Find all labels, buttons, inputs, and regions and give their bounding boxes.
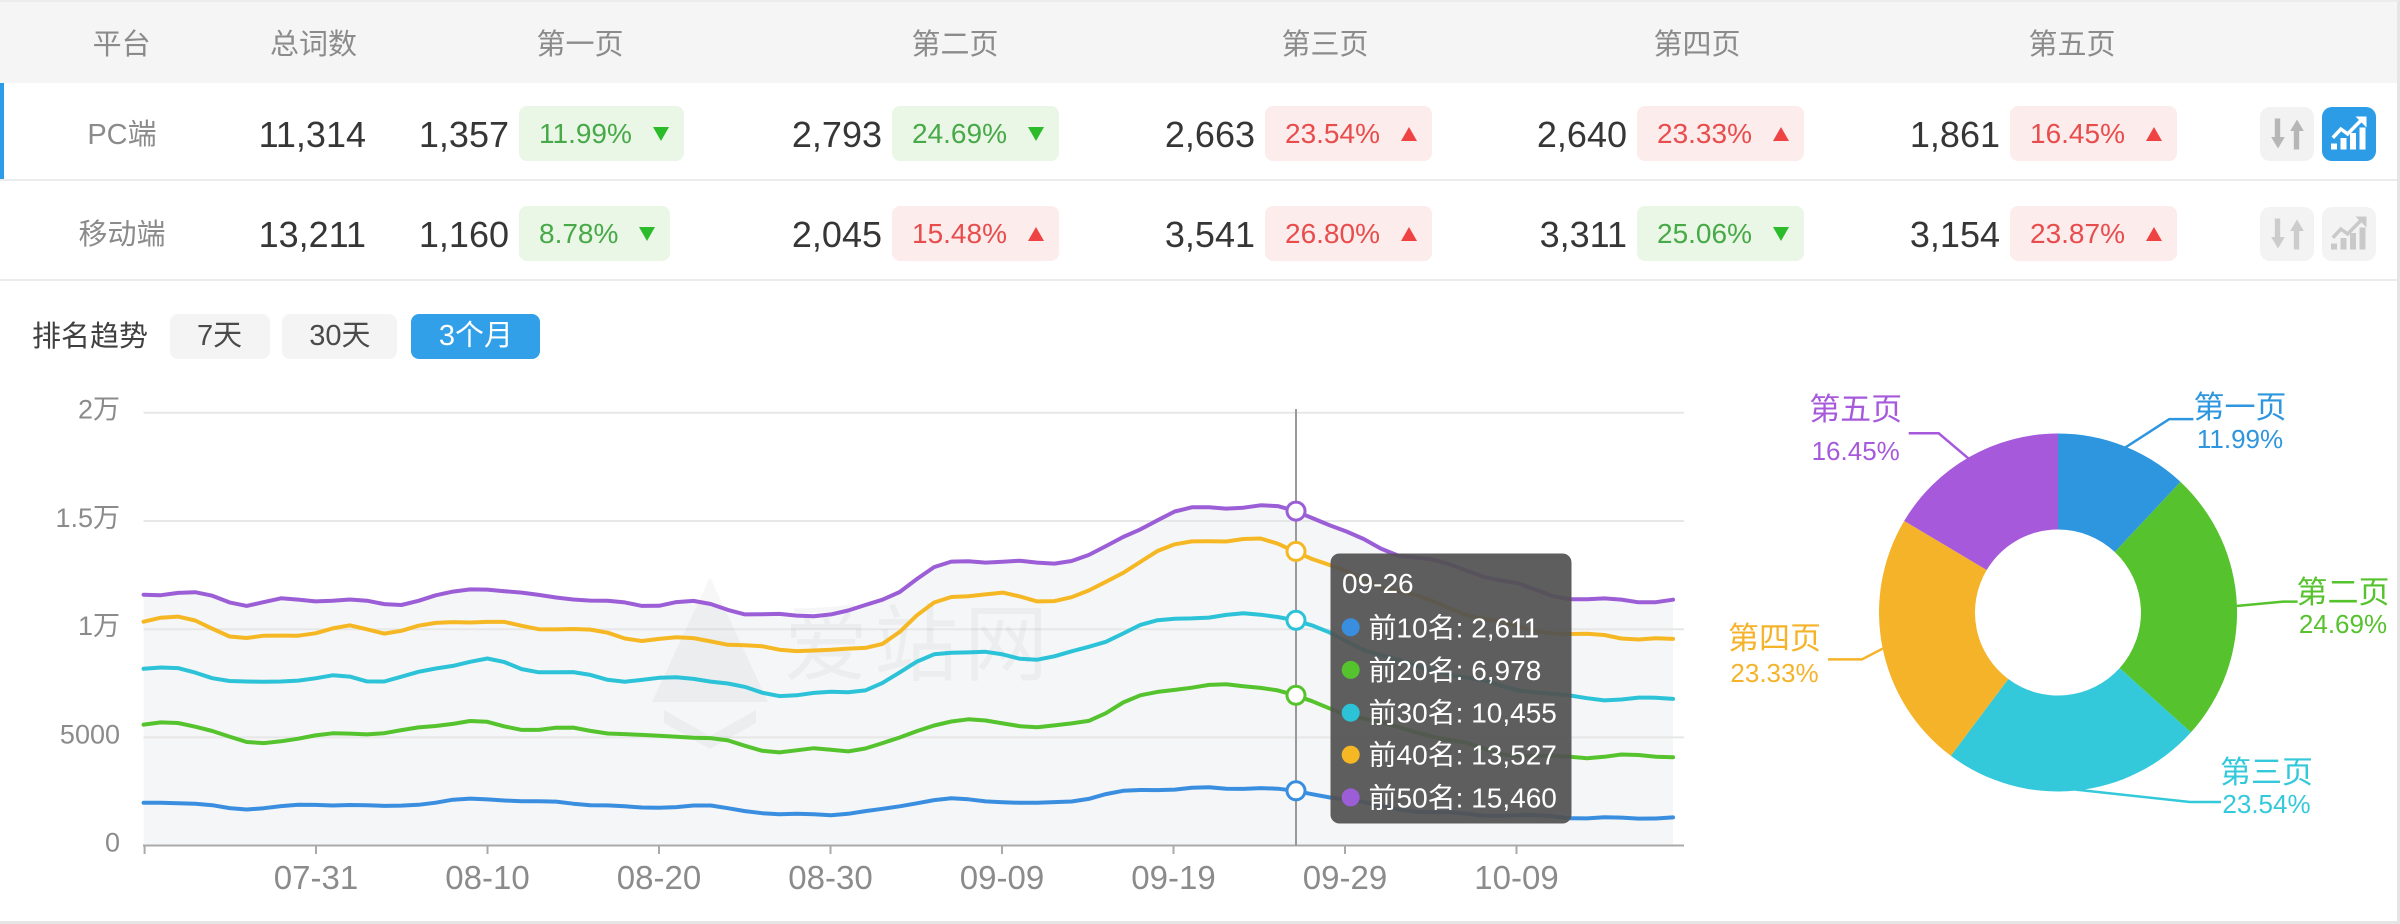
svg-text:16.45%: 16.45% bbox=[1812, 436, 1900, 466]
svg-text:前10名: 2,611: 前10名: 2,611 bbox=[1369, 612, 1540, 643]
svg-text:第四页: 第四页 bbox=[1728, 621, 1821, 656]
svg-text:08-30: 08-30 bbox=[788, 859, 872, 896]
svg-text:前50名: 15,460: 前50名: 15,460 bbox=[1369, 782, 1557, 813]
svg-text:09-19: 09-19 bbox=[1131, 859, 1215, 896]
svg-text:1.5万: 1.5万 bbox=[55, 503, 120, 533]
svg-text:第一页: 第一页 bbox=[2194, 390, 2287, 425]
svg-text:第三页: 第三页 bbox=[2220, 755, 2313, 790]
svg-text:23.54%: 23.54% bbox=[2222, 789, 2310, 819]
svg-text:前30名: 10,455: 前30名: 10,455 bbox=[1369, 698, 1557, 729]
svg-text:23.33%: 23.33% bbox=[1730, 658, 1818, 688]
svg-text:09-09: 09-09 bbox=[960, 859, 1044, 896]
svg-text:24.69%: 24.69% bbox=[2299, 609, 2387, 639]
svg-text:09-29: 09-29 bbox=[1303, 859, 1387, 896]
svg-text:第二页: 第二页 bbox=[2297, 575, 2390, 610]
svg-text:前20名: 6,978: 前20名: 6,978 bbox=[1369, 655, 1542, 686]
svg-text:11.99%: 11.99% bbox=[2197, 424, 2283, 454]
svg-text:2万: 2万 bbox=[78, 395, 120, 425]
svg-text:第五页: 第五页 bbox=[1809, 392, 1902, 427]
svg-text:5000: 5000 bbox=[60, 719, 120, 749]
svg-text:0: 0 bbox=[105, 828, 120, 858]
svg-text:1万: 1万 bbox=[78, 611, 120, 641]
svg-text:09-26: 09-26 bbox=[1342, 568, 1414, 599]
svg-text:10-09: 10-09 bbox=[1474, 859, 1558, 896]
svg-text:07-31: 07-31 bbox=[274, 859, 358, 896]
svg-text:前40名: 13,527: 前40名: 13,527 bbox=[1369, 740, 1557, 771]
svg-text:08-10: 08-10 bbox=[445, 859, 529, 896]
svg-text:08-20: 08-20 bbox=[617, 859, 701, 896]
